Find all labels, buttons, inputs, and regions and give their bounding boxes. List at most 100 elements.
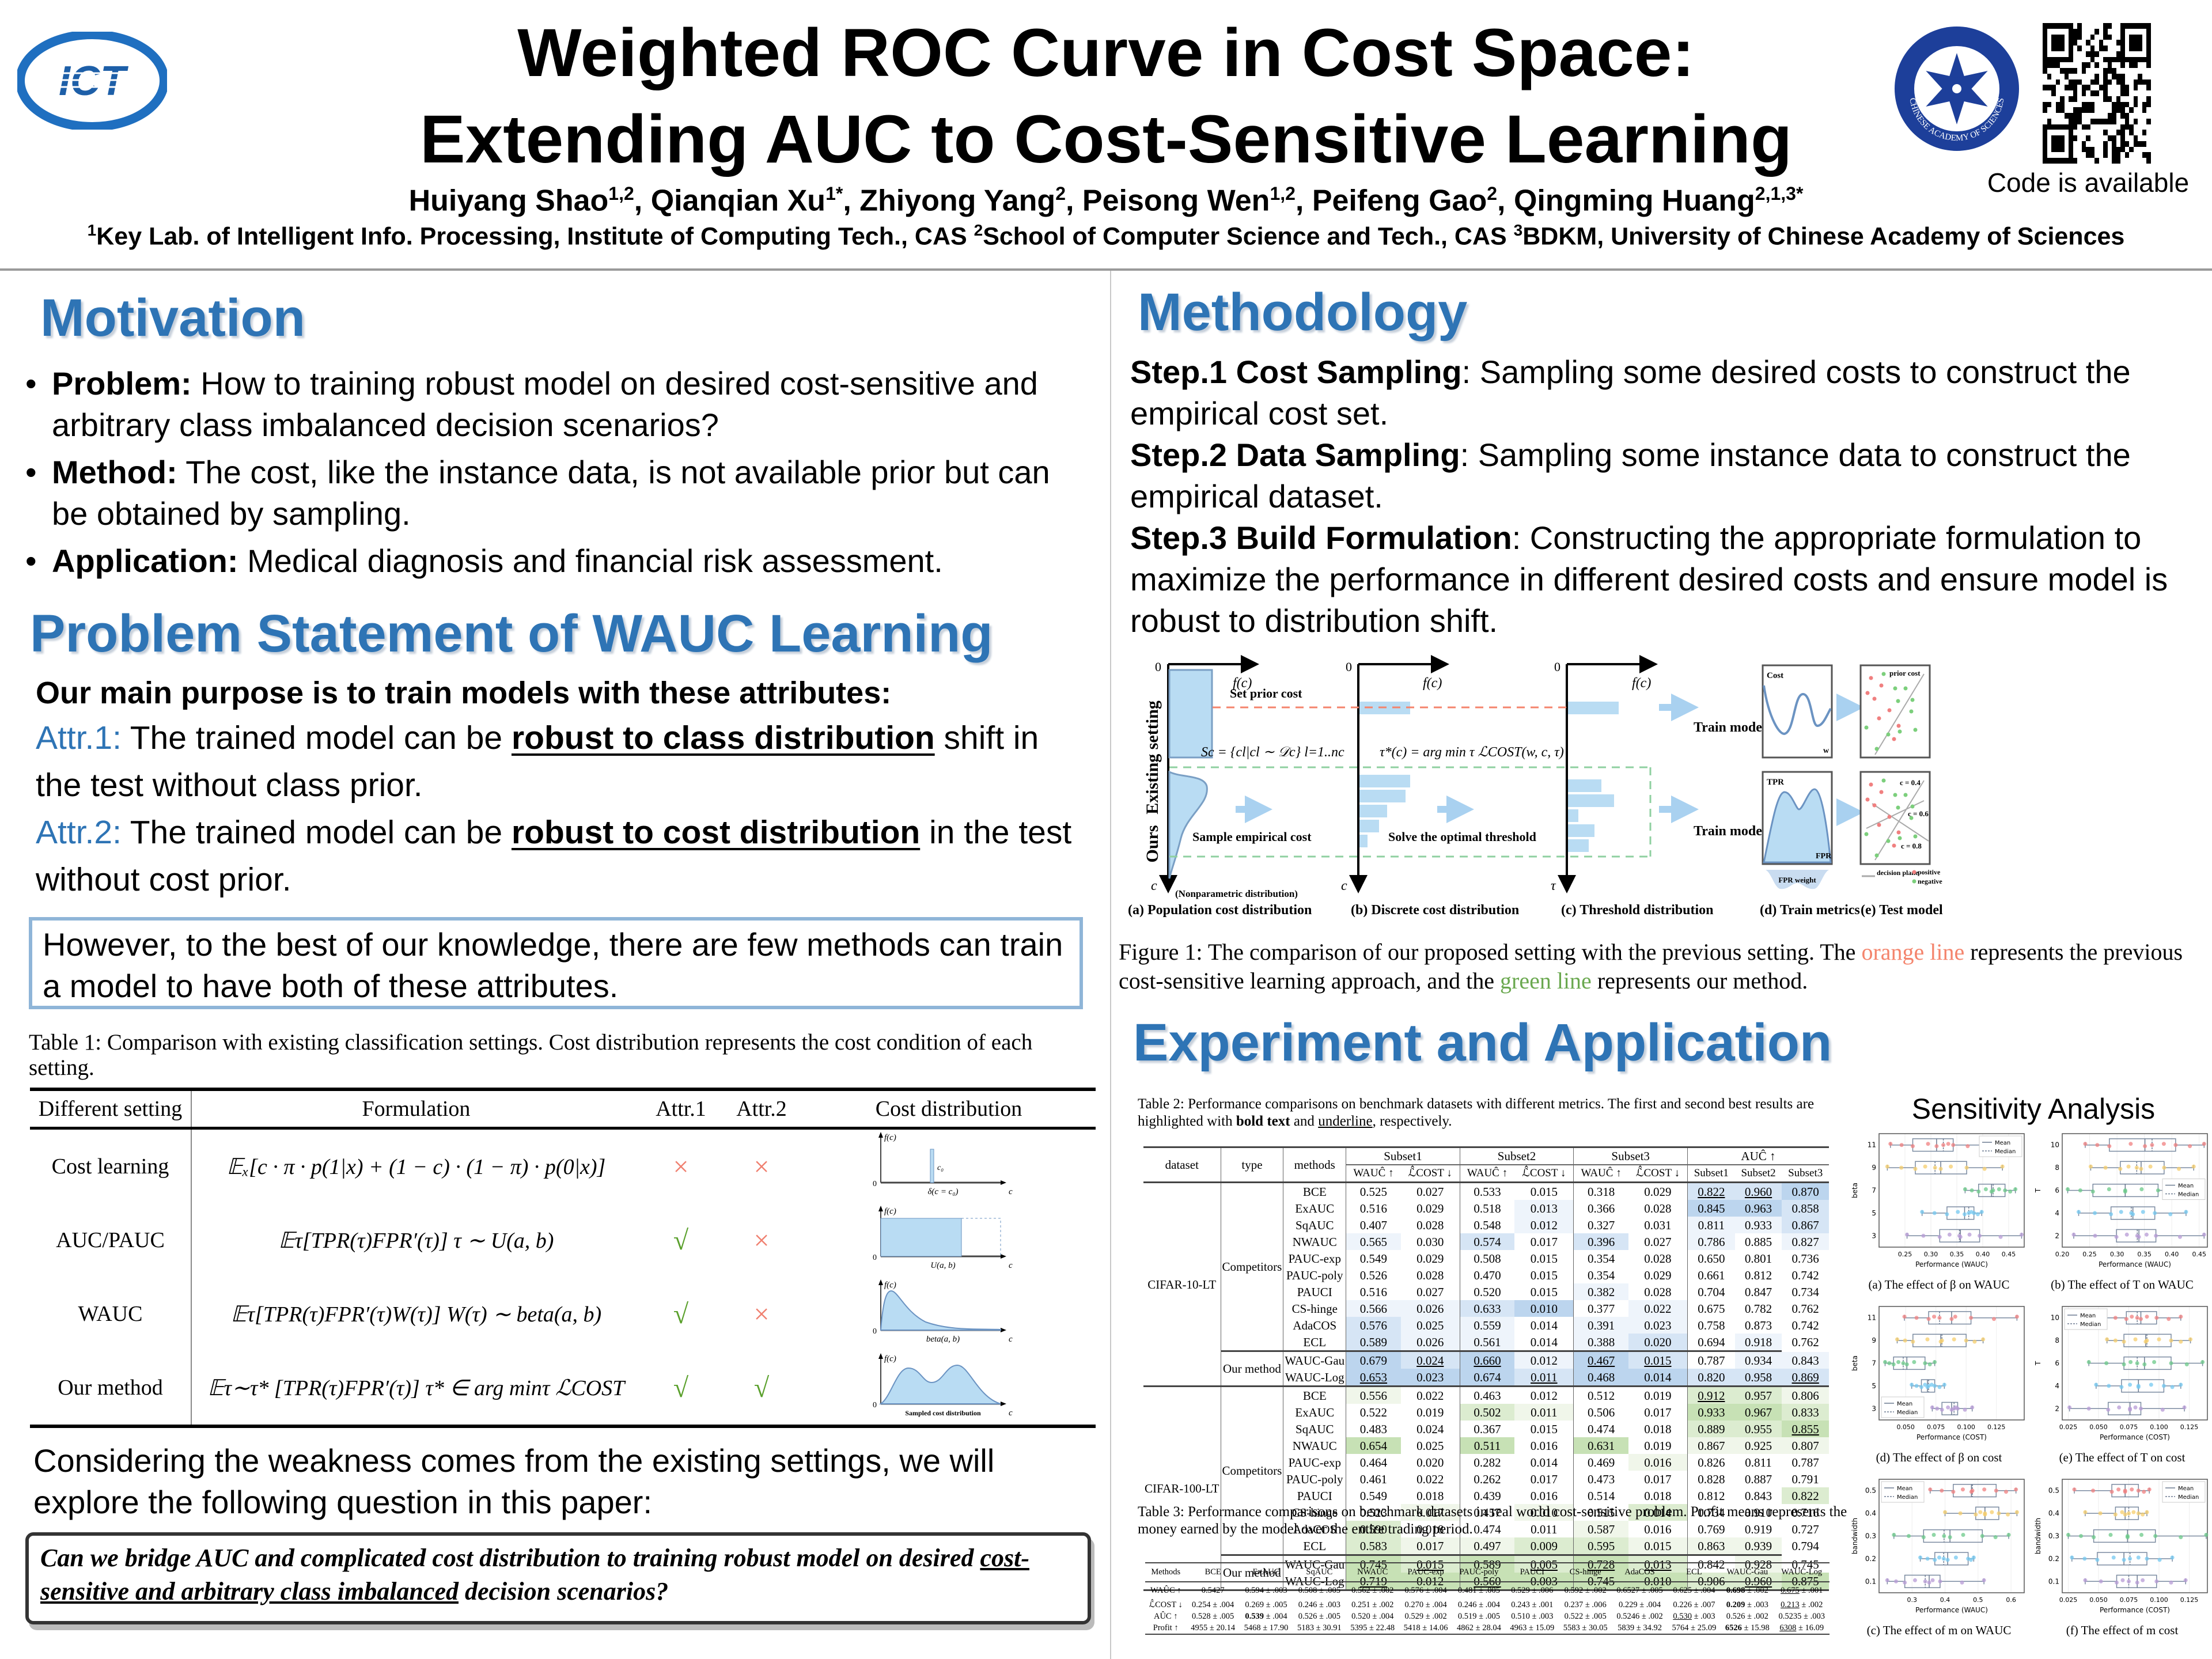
- data-point: [1934, 1144, 1939, 1149]
- data-point: [2136, 1385, 2141, 1389]
- fpr-weight-label: FPR weight: [1778, 876, 1816, 884]
- t2-cell: 0.925: [1734, 1437, 1782, 1454]
- t3-row: WAÛC ↑ 0.5427 0.594 ± .003 0.508 ± .005 0.56…: [1145, 1582, 1830, 1599]
- t2-cell: 0.327: [1573, 1217, 1628, 1233]
- t2-cell: 0.745: [1782, 1556, 1829, 1573]
- data-point: [2071, 1232, 2076, 1237]
- t2-cell: 0.024: [1400, 1352, 1460, 1369]
- data-point: [2143, 1339, 2148, 1344]
- data-point: [1940, 1488, 1944, 1493]
- plot-caption: (d) The effect of β on cost: [1876, 1450, 2002, 1464]
- t2-subheader: Subset2: [1741, 1167, 1776, 1179]
- c08-label: c = 0.8: [1901, 842, 1922, 850]
- t3-value: 0.625: [1673, 1586, 1692, 1595]
- data-point: [2128, 1556, 2133, 1561]
- data-point: [2154, 1579, 2159, 1584]
- data-point: [1998, 1234, 2003, 1239]
- data-point: [1920, 1210, 1925, 1214]
- t2-cell: 0.928: [1734, 1556, 1782, 1573]
- t2-cell: 0.589: [1460, 1556, 1515, 1573]
- t3-std: ± .002: [1639, 1611, 1663, 1621]
- t3-cell: 0.481 ± .005: [1452, 1582, 1505, 1599]
- t2-cell: 0.694: [1687, 1334, 1735, 1350]
- t3-std: ± .003: [1264, 1586, 1287, 1595]
- data-point: [2179, 1382, 2183, 1387]
- t2-subheader: ℒ̂COST ↓: [1514, 1165, 1574, 1181]
- data-point: [1937, 1385, 1942, 1389]
- x-tick-label: 0.35: [1950, 1251, 1964, 1258]
- t2-type: Competitors: [1221, 1183, 1284, 1350]
- t2-cell: 0.833: [1782, 1404, 1829, 1421]
- t2-cell: 0.873: [1734, 1317, 1782, 1334]
- data-point: [1963, 1212, 1967, 1217]
- data-point: [2124, 1232, 2129, 1237]
- t2-cell: 0.016: [1514, 1437, 1574, 1454]
- data-point: [2126, 1164, 2131, 1169]
- author: Huiyang Shao: [408, 184, 609, 218]
- t1-setting: Cost learning: [30, 1130, 192, 1203]
- cost-distribution-plot: f(c) 0 c beta(a, b): [873, 1279, 1013, 1344]
- t3-cell: 0.508 ± .005: [1293, 1582, 1346, 1599]
- t2-cell: 0.025: [1400, 1437, 1460, 1454]
- data-point: [2135, 1361, 2139, 1365]
- row-label-ours: Ours: [1143, 825, 1162, 862]
- t2-row: PAUC-poly 0.461 0.022 0.262 0.017 0.473 0.017 0…: [1143, 1471, 1829, 1487]
- box-plot: 0.050 0.075 0.100 0.125 Performance (COST) be…: [1849, 1302, 2029, 1475]
- data-point: [1956, 1210, 1960, 1214]
- data-point: [1911, 1144, 1915, 1149]
- data-point: [1921, 1535, 1926, 1539]
- t2-group-header: Subset2: [1460, 1148, 1574, 1165]
- y-tick-label: 0.4: [2048, 1509, 2059, 1517]
- author-sep: ,: [1065, 184, 1082, 218]
- t3-value: 5764: [1672, 1623, 1689, 1633]
- t2-method: PAUC-poly: [1283, 1471, 1347, 1487]
- t2-cell: 0.826: [1687, 1454, 1735, 1471]
- table3-caption: Table 3: Performance comparisons on benc…: [1138, 1504, 1847, 1537]
- t2-cell: 0.661: [1687, 1267, 1735, 1283]
- t2-cell: 0.654: [1346, 1437, 1401, 1454]
- t2-cell: 0.515: [1573, 1504, 1628, 1521]
- legend-median: Median: [2178, 1494, 2199, 1501]
- t2-cell: 0.506: [1573, 1404, 1628, 1421]
- author: Qingming Huang: [1513, 184, 1755, 218]
- negative-dot: [1903, 793, 1908, 797]
- author: Zhiyong Yang: [859, 184, 1056, 218]
- t2-cell: 0.030: [1400, 1233, 1460, 1250]
- qr-code[interactable]: [2043, 23, 2151, 167]
- x-tick-label: 0.25: [1898, 1251, 1912, 1258]
- t3-cell: 0.270 ± .004: [1399, 1599, 1452, 1611]
- t2-divider: [1143, 1181, 1829, 1183]
- t3-value: 0.5427: [1201, 1586, 1225, 1595]
- t2-cell: 0.845: [1687, 1200, 1735, 1217]
- t3-row: ℒ̂COST ↓ 0.254 ± .004 0.269 ± .005 0.246 ± …: [1145, 1599, 1830, 1611]
- t2-cell: 0.887: [1734, 1471, 1782, 1487]
- data-point: [2136, 1511, 2141, 1516]
- x-axis-label: Performance (COST): [2100, 1606, 2170, 1614]
- t2-row: ExAUC 0.522 0.019 0.502 0.011 0.506 0.017 0.933…: [1143, 1404, 1829, 1421]
- t2-method: PAUC-poly: [1283, 1267, 1347, 1283]
- data-point: [1963, 1187, 1967, 1191]
- t3-cell: 0.269 ± .005: [1240, 1599, 1293, 1611]
- t2-cell: 0.782: [1734, 1300, 1782, 1317]
- discrete-bar: [1359, 820, 1379, 832]
- bullet-icon: •: [25, 365, 37, 402]
- t2-cell: 0.469: [1573, 1454, 1628, 1471]
- t2-cell: 0.522: [1346, 1404, 1401, 1421]
- t3-std: ± .002: [1370, 1586, 1394, 1595]
- t2-cell: 0.017: [1514, 1233, 1574, 1250]
- x-tick-label: 0.40: [2165, 1251, 2179, 1258]
- zero-label: 0: [1554, 660, 1560, 674]
- t2-cell: 0.967: [1734, 1404, 1782, 1421]
- t2-cell: 0.679: [1346, 1352, 1401, 1369]
- t2-cell: 0.439: [1460, 1487, 1515, 1504]
- methodology-steps: Step.1 Cost Sampling: Sampling some desi…: [1130, 351, 2202, 642]
- decision-plane: [1866, 800, 1925, 829]
- data-point: [2173, 1143, 2178, 1147]
- data-point: [1937, 1555, 1942, 1560]
- x-tick-label: 0.3: [1907, 1596, 1918, 1604]
- t2-cell: 0.502: [1460, 1404, 1515, 1421]
- x-tick-label: 0.125: [2180, 1423, 2199, 1431]
- t2-header-row: dataset type methods Subset1 Subset2 Subset3 A…: [1143, 1148, 1829, 1181]
- t2-cell: 0.027: [1400, 1183, 1460, 1200]
- plot-frame: [2062, 1133, 2208, 1248]
